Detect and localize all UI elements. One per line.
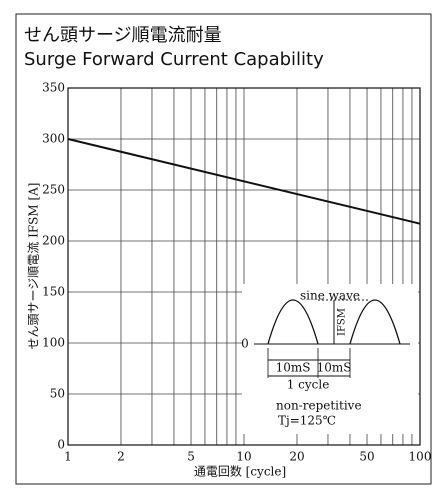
sine-hump — [349, 299, 401, 345]
x-tick-label: 50 — [359, 450, 374, 464]
chart-subtitle: Surge Forward Current Capability — [24, 49, 324, 70]
t2-label: 10mS — [317, 361, 352, 375]
t1-label: 10mS — [276, 361, 311, 375]
plot-border — [67, 87, 421, 446]
x-tick-label: 2 — [117, 450, 125, 464]
wave-label: sine wave — [300, 289, 360, 303]
rep-label: non-repetitive — [276, 399, 362, 413]
series-line — [67, 138, 421, 225]
y-tick-label: 200 — [42, 234, 65, 248]
y-axis-label: せん頭サージ順電流 IFSM [A] — [27, 183, 41, 350]
cycle-label: 1 cycle — [287, 378, 330, 392]
y-tick-label: 250 — [42, 183, 65, 197]
x-axis-label: 通電回数 [cycle] — [194, 464, 286, 479]
y-tick-label: 150 — [42, 285, 65, 299]
y-tick-label: 100 — [42, 336, 65, 350]
inset-bg — [242, 284, 418, 434]
tj-label: Tj=125℃ — [278, 414, 336, 428]
y-tick-label: 50 — [50, 387, 65, 401]
chart-title: せん頭サージ順電流耐量 — [24, 25, 222, 46]
frame — [15, 13, 432, 485]
y-tick-label: 0 — [57, 438, 65, 452]
x-tick-label: 1 — [64, 450, 72, 464]
ifsm-label: IFSM — [337, 308, 348, 336]
x-tick-label: 5 — [187, 450, 195, 464]
zero-label: 0 — [241, 337, 249, 351]
y-tick-label: 300 — [42, 132, 65, 146]
x-tick-label: 100 — [409, 450, 432, 464]
x-tick-label: 20 — [289, 450, 304, 464]
y-tick-label: 350 — [42, 81, 65, 95]
x-tick-label: 10 — [236, 450, 251, 464]
sine-hump — [267, 299, 319, 345]
